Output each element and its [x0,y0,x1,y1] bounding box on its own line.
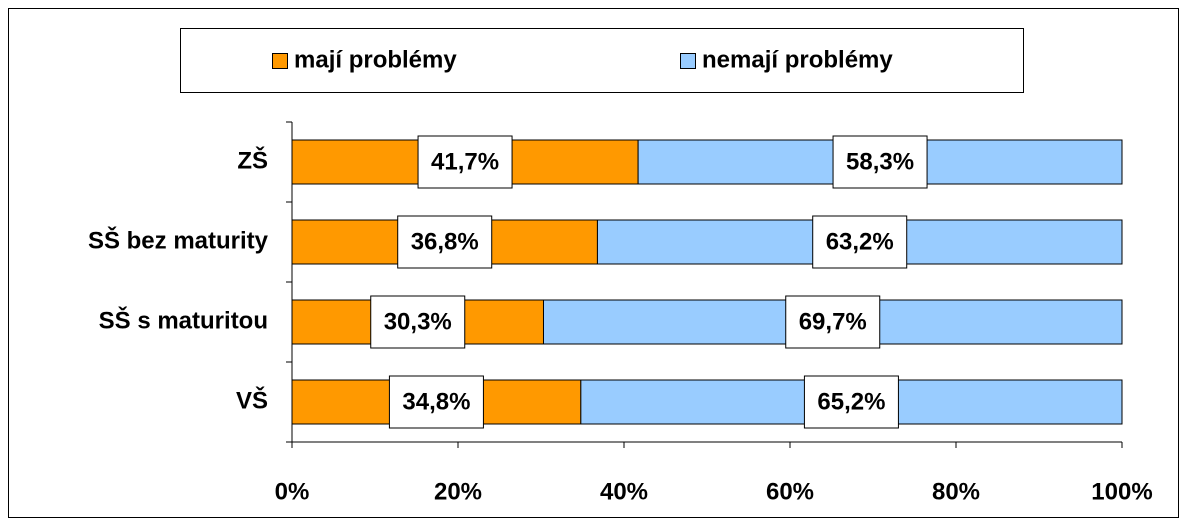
legend-swatch [272,53,288,69]
x-tick-label: 60% [766,478,814,505]
y-tick-label: SŠ s maturitou [99,306,268,334]
data-label: 30,3% [384,308,452,335]
data-label: 69,7% [799,308,867,335]
data-label: 58,3% [846,148,914,175]
data-label-box [785,295,881,349]
data-label: 65,2% [817,388,885,415]
data-label-box [397,215,493,269]
legend-swatch [680,53,696,69]
y-tick-label: ZŠ [237,146,268,174]
x-tick-label: 80% [932,478,980,505]
data-label-box [812,215,908,269]
legend-box [180,28,1024,93]
data-label: 63,2% [826,228,894,255]
x-tick-label: 20% [434,478,482,505]
data-label-box [417,135,513,189]
data-label: 36,8% [411,228,479,255]
data-label-box [832,135,928,189]
y-tick-label: VŠ [236,386,268,414]
data-label-box [370,295,466,349]
x-tick-label: 0% [275,478,310,505]
data-label: 34,8% [402,388,470,415]
x-tick-label: 100% [1091,478,1152,505]
x-tick-label: 40% [600,478,648,505]
data-label-box [803,375,899,429]
legend-label: mají problémy [294,46,457,73]
y-tick-label: SŠ bez maturity [88,226,269,254]
legend-label: nemají problémy [702,46,893,73]
data-label: 41,7% [431,148,499,175]
data-label-box [388,375,484,429]
